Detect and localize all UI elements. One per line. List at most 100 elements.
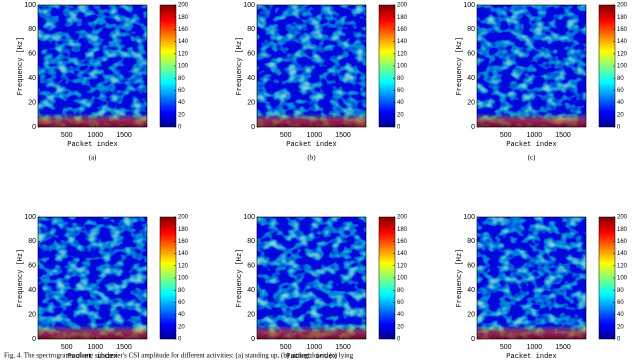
colorbar-tick-label: 60 bbox=[397, 88, 404, 94]
colorbar-tick-label: 60 bbox=[397, 300, 404, 306]
x-tick-label: 1000 bbox=[307, 344, 323, 351]
x-tick-label: 1000 bbox=[88, 344, 104, 351]
colorbar-tick-label: 140 bbox=[617, 251, 628, 257]
y-axis-label: Frequency [Hz] bbox=[236, 249, 244, 308]
colorbar-tick-label: 80 bbox=[397, 76, 404, 82]
colorbar-tick-label: 140 bbox=[178, 39, 189, 45]
plot-frame bbox=[476, 4, 587, 128]
y-tick-label: 80 bbox=[28, 238, 36, 245]
y-tick-label: 80 bbox=[247, 238, 255, 245]
colorbar-tick-label: 140 bbox=[617, 39, 628, 45]
colorbar-tick-label: 80 bbox=[178, 288, 185, 294]
colorbar-tick-label: 40 bbox=[397, 100, 404, 106]
spectrogram-texture bbox=[257, 5, 366, 127]
x-tick-label: 500 bbox=[280, 344, 292, 351]
colorbar-tick-label: 100 bbox=[617, 276, 628, 282]
y-tick-label: 20 bbox=[467, 99, 475, 106]
colorbar-tick-label: 20 bbox=[397, 324, 404, 330]
y-tick-label: 60 bbox=[28, 263, 36, 270]
colorbar-tick-label: 180 bbox=[397, 15, 408, 21]
y-axis-label: Frequency [Hz] bbox=[17, 37, 25, 96]
x-tick-label: 1500 bbox=[335, 344, 351, 351]
y-tick-label: 20 bbox=[28, 311, 36, 318]
low-frequency-band bbox=[257, 113, 366, 127]
colorbar-tick-label: 120 bbox=[178, 263, 189, 269]
caption: Fig. 4. The spectrograms of one subcarri… bbox=[4, 352, 354, 360]
colorbar-tick-label: 140 bbox=[178, 251, 189, 257]
y-axis-label: Frequency [Hz] bbox=[456, 249, 464, 308]
y-axis-label: Frequency [Hz] bbox=[456, 37, 464, 96]
x-tick-label: 1000 bbox=[527, 132, 543, 139]
y-tick-label: 20 bbox=[467, 311, 475, 318]
colorbar-tick-label: 20 bbox=[178, 324, 185, 330]
colorbar-tick-label: 40 bbox=[617, 312, 624, 318]
colorbar-tick-label: 160 bbox=[617, 27, 628, 33]
colorbar bbox=[598, 4, 616, 128]
colorbar-tick-label: 180 bbox=[178, 15, 189, 21]
y-tick-label: 60 bbox=[28, 51, 36, 58]
colorbar-tick-label: 200 bbox=[617, 215, 628, 221]
y-tick-label: 40 bbox=[247, 287, 255, 294]
colorbar-tick-label: 100 bbox=[617, 64, 628, 70]
colorbar-tick-label: 0 bbox=[397, 337, 401, 343]
colorbar-tick-label: 80 bbox=[617, 288, 624, 294]
colorbar-tick-label: 140 bbox=[397, 251, 408, 257]
spectrogram-texture bbox=[38, 217, 147, 339]
y-tick-label: 20 bbox=[247, 99, 255, 106]
colorbar-tick-label: 120 bbox=[178, 51, 189, 57]
colorbar-tick-label: 200 bbox=[397, 215, 408, 221]
colorbar-tick-label: 200 bbox=[178, 3, 189, 9]
x-tick-label: 1000 bbox=[527, 344, 543, 351]
y-tick-label: 80 bbox=[247, 26, 255, 33]
y-tick-label: 20 bbox=[28, 99, 36, 106]
colorbar-tick-label: 80 bbox=[397, 288, 404, 294]
colorbar-tick-label: 180 bbox=[397, 227, 408, 233]
colorbar-tick-label: 0 bbox=[617, 125, 621, 131]
panel-label: (a) bbox=[89, 154, 97, 162]
x-tick-label: 1500 bbox=[116, 344, 132, 351]
x-axis-label: Packet index bbox=[67, 141, 117, 149]
colorbar-tick-label: 200 bbox=[397, 3, 408, 9]
y-tick-label: 100 bbox=[24, 214, 36, 221]
colorbar-tick-label: 160 bbox=[397, 27, 408, 33]
x-tick-label: 1000 bbox=[307, 132, 323, 139]
colorbar-tick-label: 60 bbox=[617, 88, 624, 94]
colorbar-tick-label: 0 bbox=[617, 337, 621, 343]
colorbar-tick-label: 200 bbox=[178, 215, 189, 221]
y-tick-label: 40 bbox=[28, 75, 36, 82]
x-tick-label: 500 bbox=[61, 132, 73, 139]
colorbar-tick-label: 40 bbox=[617, 100, 624, 106]
low-frequency-band bbox=[477, 325, 586, 339]
colorbar-tick-label: 100 bbox=[397, 276, 408, 282]
x-axis-label: Packet index bbox=[506, 353, 556, 361]
x-axis-label: Packet index bbox=[286, 353, 336, 361]
colorbar-tick-label: 0 bbox=[178, 337, 182, 343]
y-tick-label: 40 bbox=[467, 287, 475, 294]
y-tick-label: 60 bbox=[467, 263, 475, 270]
y-tick-label: 80 bbox=[467, 238, 475, 245]
x-tick-label: 1500 bbox=[555, 344, 571, 351]
y-tick-label: 80 bbox=[28, 26, 36, 33]
colorbar-tick-label: 160 bbox=[617, 239, 628, 245]
x-tick-label: 500 bbox=[500, 344, 512, 351]
y-tick-label: 20 bbox=[247, 311, 255, 318]
y-tick-label: 40 bbox=[28, 287, 36, 294]
x-tick-label: 1500 bbox=[116, 132, 132, 139]
y-tick-label: 100 bbox=[243, 214, 255, 221]
colorbar-tick-label: 160 bbox=[178, 27, 189, 33]
colorbar-tick-label: 120 bbox=[397, 51, 408, 57]
colorbar-tick-label: 40 bbox=[178, 100, 185, 106]
colorbar-tick-label: 100 bbox=[397, 64, 408, 70]
x-tick-label: 500 bbox=[280, 132, 292, 139]
plot-frame bbox=[256, 216, 367, 340]
low-frequency-band bbox=[38, 113, 147, 127]
x-tick-label: 1500 bbox=[555, 132, 571, 139]
colorbar-tick-label: 20 bbox=[397, 112, 404, 118]
y-tick-label: 0 bbox=[471, 336, 475, 343]
colorbar bbox=[378, 216, 396, 340]
low-frequency-band bbox=[477, 113, 586, 127]
x-tick-label: 500 bbox=[500, 132, 512, 139]
colorbar-tick-label: 40 bbox=[397, 312, 404, 318]
plot-frame bbox=[37, 216, 148, 340]
